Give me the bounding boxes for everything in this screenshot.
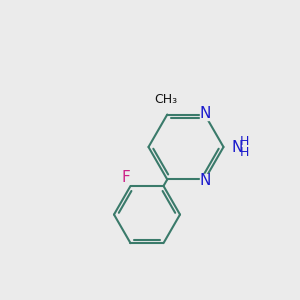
Bar: [200, 109, 209, 120]
Bar: [229, 139, 250, 155]
Text: CH₃: CH₃: [154, 93, 177, 106]
Text: H: H: [239, 146, 249, 159]
Text: H: H: [239, 135, 249, 148]
Bar: [200, 174, 209, 185]
Bar: [121, 173, 130, 182]
Text: N: N: [199, 106, 210, 121]
Text: N: N: [232, 140, 243, 154]
Text: F: F: [121, 170, 130, 185]
Text: N: N: [199, 173, 210, 188]
Bar: [156, 101, 172, 109]
